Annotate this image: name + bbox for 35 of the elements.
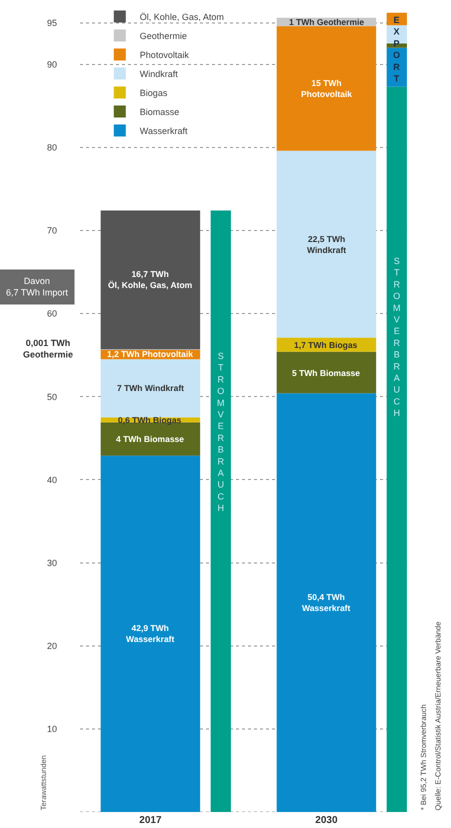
legend-label: Photovoltaik bbox=[140, 50, 190, 60]
data-label: 4 TWh Biomasse bbox=[116, 434, 184, 444]
text: STROMVERBRAUCH bbox=[217, 351, 224, 514]
data-label: 5 TWh Biomasse bbox=[292, 368, 360, 378]
text: Davon 6,7 TWh Import bbox=[6, 276, 68, 298]
y-tick-label: 10 bbox=[46, 724, 57, 734]
data-label: 1 TWh Geothermie bbox=[289, 17, 364, 27]
y-tick-label: 40 bbox=[46, 474, 57, 485]
legend-label: Öl, Kohle, Gas, Atom bbox=[140, 12, 224, 22]
y-tick-label: 20 bbox=[46, 641, 57, 651]
y-tick-label: 30 bbox=[46, 558, 57, 568]
legend-label: Wasserkraft bbox=[140, 126, 188, 136]
data-label: 50,4 TWh Wasserkraft bbox=[302, 592, 351, 614]
text: 0,001 TWh Geothermie bbox=[23, 338, 74, 360]
y-tick-label: 60 bbox=[46, 308, 57, 319]
y-tick-label: 70 bbox=[46, 226, 57, 236]
data-label: 7 TWh Windkraft bbox=[117, 383, 184, 393]
x-tick-label: 2017 bbox=[139, 815, 162, 826]
legend-label: Geothermie bbox=[140, 31, 187, 42]
data-label: 42,9 TWh Wasserkraft bbox=[126, 623, 175, 644]
data-label: 1,2 TWh Photovoltaik bbox=[107, 349, 194, 359]
legend-label: Biogas bbox=[140, 88, 168, 98]
y-tick-label: 50 bbox=[46, 392, 57, 402]
data-label: 16,7 TWh Öl, Kohle, Gas, Atom bbox=[108, 269, 193, 290]
data-label: 22,5 TWh Windkraft bbox=[307, 234, 346, 256]
legend-label: Biomasse bbox=[140, 107, 180, 118]
y-tick-label: 90 bbox=[46, 59, 57, 70]
x-tick-label: 2030 bbox=[315, 815, 338, 826]
legend-label: Windkraft bbox=[140, 69, 178, 80]
y-tick-label: 95 bbox=[46, 18, 57, 28]
text: STROMVERBRAUCH bbox=[393, 256, 400, 418]
data-label: 15 TWh Photovoltaik bbox=[301, 78, 352, 100]
y-tick-label: 80 bbox=[46, 142, 57, 153]
data-label: 0,6 TWh Biogas bbox=[118, 415, 182, 425]
data-label: 1,7 TWh Biogas bbox=[294, 340, 358, 350]
